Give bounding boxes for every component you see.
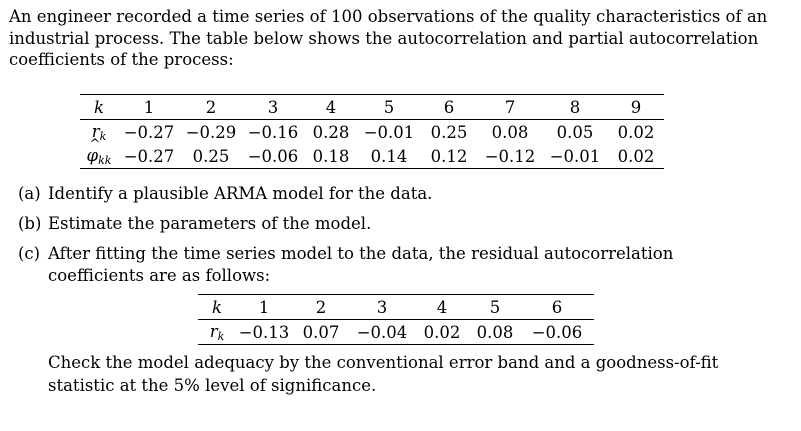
acf-cell: 0.08: [491, 122, 529, 142]
acf-cell: 0.28: [312, 122, 350, 142]
acf-cell: 0.05: [556, 122, 594, 142]
acf-cell: 0.25: [430, 122, 468, 142]
residual-cell: 0.07: [302, 322, 340, 342]
pacf-cell: −0.06: [247, 146, 299, 166]
pacf-cell: −0.27: [123, 146, 175, 166]
pacf-cell: −0.12: [484, 146, 536, 166]
part-text: Estimate the parameters of the model.: [48, 214, 372, 233]
r-subscript: k: [99, 129, 107, 143]
pacf-cell: 0.12: [430, 146, 468, 166]
residual-table: k 1 2 3 4 5 6 rk −0.13 0.07 −0.04 0.02 0…: [198, 294, 594, 345]
autocorrelation-row: rk −0.27 −0.29 −0.16 0.28 −0.01 0.25 0.0…: [80, 120, 664, 145]
part-label: (c): [18, 244, 41, 263]
acf-cell: −0.27: [123, 122, 175, 142]
lag-cell: 1: [118, 94, 180, 120]
acf-cell: −0.16: [247, 122, 299, 142]
lag-cell: 2: [292, 294, 350, 320]
phi-hat: ^: [89, 136, 101, 152]
phi-symbol: φ: [86, 145, 99, 165]
lag-cell: 2: [180, 94, 242, 120]
k-symbol: k: [212, 297, 222, 317]
pacf-cell: 0.18: [312, 146, 350, 166]
acf-cell: −0.01: [363, 122, 415, 142]
lag-cell: 4: [304, 94, 358, 120]
lag-cell: 4: [414, 294, 470, 320]
intro-paragraph: An engineer recorded a time series of 10…: [9, 7, 768, 69]
question-part-b: (b) Estimate the parameters of the model…: [18, 213, 371, 235]
lag-cell: 8: [542, 94, 608, 120]
closing-paragraph: Check the model adequacy by the conventi…: [48, 353, 719, 395]
part-label: (a): [18, 184, 41, 203]
residual-cell: −0.06: [531, 322, 583, 342]
partial-autocorrelation-row: ^ φkk −0.27 0.25 −0.06 0.18 0.14 0.12 −0.…: [80, 137, 664, 169]
lag-cell: 6: [520, 294, 594, 320]
k-symbol: k: [94, 97, 104, 117]
acf-cell: 0.02: [617, 122, 655, 142]
residual-cell: 0.02: [423, 322, 461, 342]
residual-cell: −0.04: [356, 322, 408, 342]
coefficients-table: k 1 2 3 4 5 6 7 8 9 rk −0.27 −0.29 −0.16…: [80, 94, 664, 169]
question-part-c: (c) After fitting the time series model …: [18, 243, 673, 285]
lag-cell: 1: [236, 294, 292, 320]
pacf-cell: −0.01: [549, 146, 601, 166]
acf-cell: −0.29: [185, 122, 237, 142]
lag-cell: 3: [350, 294, 414, 320]
pacf-cell: 0.14: [370, 146, 408, 166]
lag-cell: 7: [478, 94, 542, 120]
part-text: After fitting the time series model to t…: [48, 244, 674, 285]
phi-subscript: kk: [98, 153, 112, 167]
lag-row: k 1 2 3 4 5 6 7 8 9: [80, 94, 664, 120]
residual-cell: −0.13: [238, 322, 290, 342]
part-text: Identify a plausible ARMA model for the …: [48, 184, 433, 203]
lag-cell: 5: [358, 94, 420, 120]
lag-cell: 5: [470, 294, 520, 320]
lag-cell: 9: [608, 94, 664, 120]
r-symbol: r: [91, 121, 100, 141]
residual-cell: 0.08: [476, 322, 514, 342]
residual-acf-row: rk −0.13 0.07 −0.04 0.02 0.08 −0.06: [198, 320, 594, 345]
pacf-cell: 0.02: [617, 146, 655, 166]
part-label: (b): [18, 214, 42, 233]
r-symbol: r: [209, 321, 218, 341]
residual-lag-row: k 1 2 3 4 5 6: [198, 294, 594, 320]
r-subscript: k: [217, 329, 225, 343]
lag-cell: 6: [420, 94, 478, 120]
lag-cell: 3: [242, 94, 304, 120]
pacf-cell: 0.25: [192, 146, 230, 166]
question-part-a: (a) Identify a plausible ARMA model for …: [18, 183, 432, 205]
